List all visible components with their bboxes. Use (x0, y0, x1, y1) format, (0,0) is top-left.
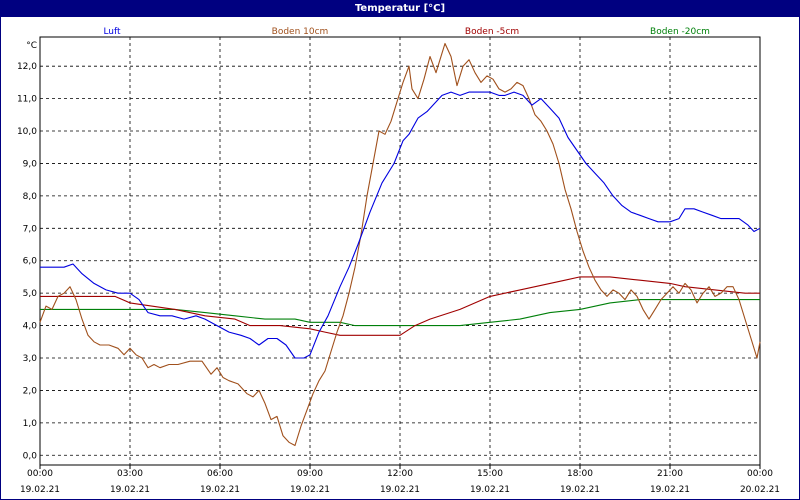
x-tick-date: 19.02.21 (200, 485, 240, 495)
y-tick-label: 2,0 (23, 386, 38, 396)
x-tick-date: 19.02.21 (110, 485, 150, 495)
x-tick-time: 18:00 (567, 469, 593, 479)
legend-entry: Boden 10cm (272, 27, 329, 37)
y-tick-label: 5,0 (23, 289, 38, 299)
y-tick-label: 9,0 (23, 159, 38, 169)
y-tick-label: 1,0 (23, 419, 38, 429)
series-lines (39, 42, 761, 447)
y-tick-label: 6,0 (23, 257, 38, 267)
x-tick-date: 19.02.21 (290, 485, 330, 495)
legend-entry: Boden -5cm (465, 27, 519, 37)
legend-entry: Luft (103, 27, 121, 37)
y-axis-unit-label: °C (26, 41, 37, 51)
x-tick-time: 06:00 (207, 469, 233, 479)
legend-entry: Boden -20cm (650, 27, 710, 37)
y-tick-label: 12,0 (17, 62, 37, 72)
x-tick-time: 03:00 (117, 469, 143, 479)
x-tick-date: 19.02.21 (560, 485, 600, 495)
x-tick-date: 20.02.21 (740, 485, 780, 495)
plot-frame (39, 36, 761, 466)
series-line-boden-5cm (40, 276, 760, 336)
x-tick-time: 09:00 (297, 469, 323, 479)
window-title: Temperatur [°C] (0, 0, 800, 17)
x-tick-date: 19.02.21 (470, 485, 510, 495)
y-tick-label: 4,0 (23, 322, 38, 332)
y-tick-label: 11,0 (17, 95, 37, 105)
x-tick-date: 19.02.21 (380, 485, 420, 495)
grid (40, 37, 760, 465)
x-tick-time: 00:00 (747, 469, 773, 479)
x-tick-date: 19.02.21 (650, 485, 690, 495)
x-tick-date: 19.02.21 (20, 485, 60, 495)
y-tick-label: 10,0 (17, 127, 37, 137)
legend: Luft Boden 10cm Boden -5cm Boden -20cm (103, 27, 710, 37)
x-tick-time: 12:00 (387, 469, 413, 479)
series-line-boden-10cm (39, 42, 761, 447)
y-tick-label: 3,0 (23, 354, 38, 364)
series-line-boden-20cm (40, 299, 760, 327)
series-line-luft (40, 91, 761, 359)
y-tick-label: 8,0 (23, 192, 38, 202)
x-tick-time: 21:00 (657, 469, 683, 479)
axes: 0,0 1,0 2,0 3,0 4,0 5,0 6,0 7,0 8,0 9,0 10,0 11,0 12… (17, 36, 780, 495)
y-tick-label: 7,0 (23, 224, 38, 234)
x-tick-time: 15:00 (477, 469, 503, 479)
y-tick-label: 0,0 (23, 451, 38, 461)
x-tick-time: 00:00 (27, 469, 53, 479)
